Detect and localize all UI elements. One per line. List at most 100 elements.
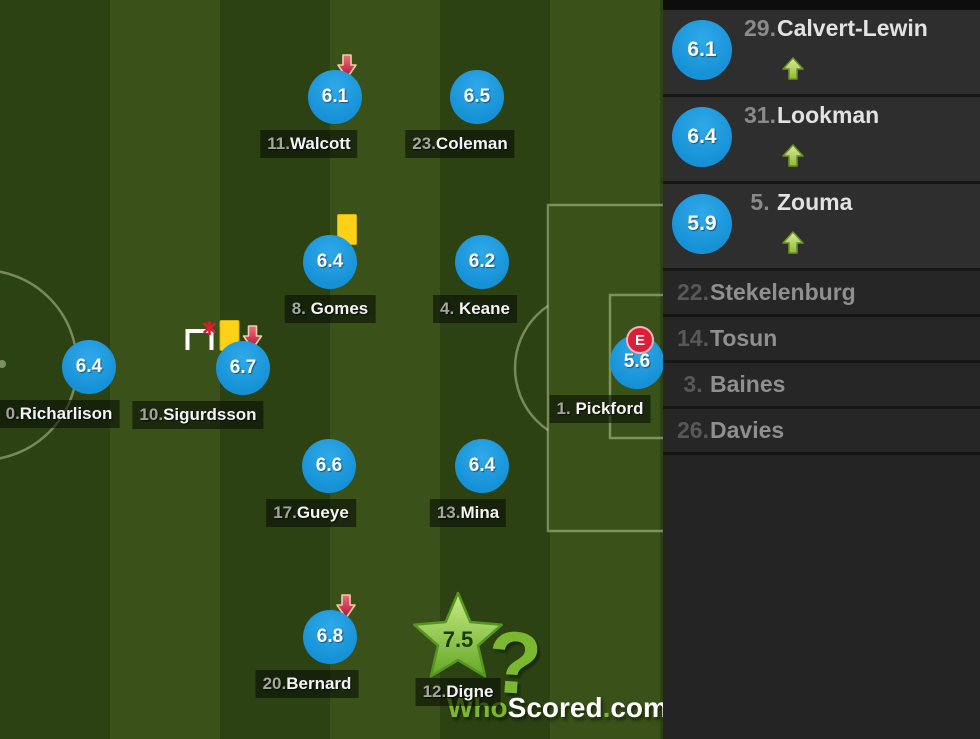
player-label: 12.Digne [415,678,501,706]
player-name: Richarlison [19,404,113,423]
rating-badge: 6.1 [308,70,362,124]
player-label: 11.Walcott [260,130,358,158]
unused-sub-row-baines[interactable]: 3. Baines [663,363,980,409]
shirt-number: 17. [273,503,297,522]
shirt-number: 29. [744,15,776,41]
rating-value: 6.1 [687,38,717,61]
player-name: Keane [458,299,510,318]
rating-value: 6.5 [463,86,491,107]
shirt-number: 26. [677,417,709,443]
rating-badge: 6.4 [303,235,357,289]
rating-value: 6.7 [229,357,257,378]
shirt-number: 12. [422,682,447,701]
shirt-number: 5. [750,189,776,215]
rating-value: 6.4 [468,455,496,476]
error-letter: E [634,331,645,349]
player-label: 20.Bernard [255,670,359,698]
player-name: Bernard [286,674,352,693]
unused-sub-row-davies[interactable]: 26. Davies [663,409,980,455]
rating-value: 6.2 [468,251,496,272]
sub-row-zouma[interactable]: 5.9 5. Zouma [663,184,980,271]
shirt-number: 8. [291,299,311,318]
shirt-number: 4. [440,299,459,318]
rating-badge: 5.9 [672,194,732,254]
player-name: Sigurdsson [163,405,257,424]
player-name: Calvert-Lewin [777,15,928,41]
rating-decrease-icon [242,325,263,350]
player-name: Gueye [296,503,349,522]
substitutes-panel: 6.1 29.Calvert-Lewin 6.4 31.Lookman 5.9 … [663,0,980,739]
motm-rating-value: 7.5 [443,627,474,652]
panel-top-strip [663,0,980,10]
shirt-number: 3. [683,371,709,397]
unused-sub-row-stekelenburg[interactable]: 22. Stekelenburg [663,271,980,317]
rating-badge: 6.8 [303,610,357,664]
unused-sub-row-tosun[interactable]: 14. Tosun [663,317,980,363]
player-label: 0.Richarlison [0,400,120,428]
rating-value: 5.9 [687,212,717,235]
rating-value: 6.4 [687,125,717,148]
rating-badge: 6.5 [450,70,504,124]
shirt-number: 14. [677,325,709,351]
player-name: Zouma [777,189,853,215]
player-name: Mina [460,503,500,522]
motm-star-icon: 7.5 [412,591,504,681]
rating-decrease-icon [336,594,356,619]
shirt-number: 20. [262,674,287,693]
rating-value: 6.4 [316,251,344,272]
rating-value: 6.6 [315,455,343,476]
player-name: Davies [710,417,785,443]
error-icon: E [626,326,654,354]
rating-badge: 6.7 [216,341,270,395]
shirt-number: 10. [139,405,164,424]
player-label: 10.Sigurdsson [132,401,264,429]
rating-value: 6.1 [321,86,349,107]
watermark-scored: Scored [507,692,603,723]
pitch: ? WhoScored.com 6.1 11.Walcott 6.5 23.Co… [0,0,663,739]
player-label: 23.Coleman [405,130,515,158]
player-name: Gomes [310,299,369,318]
player-label: 13.Mina [429,499,507,527]
missed-penalty-icon [185,321,216,350]
rating-badge: 6.6 [302,439,356,493]
rating-badge: 6.4 [62,340,116,394]
shirt-number: 0. [5,404,20,423]
sub-row-lookman[interactable]: 6.4 31.Lookman [663,97,980,184]
status-icons [336,53,358,80]
player-label: 29.Calvert-Lewin [740,13,928,43]
shirt-number: 23. [412,134,436,153]
player-name: Walcott [289,134,351,153]
player-name: Pickford [575,399,644,418]
player-label: 1. Pickford [549,395,651,423]
player-name: Tosun [710,325,778,351]
shirt-number: 13. [436,503,461,522]
player-name: Stekelenburg [710,279,856,305]
player-label: 4. Keane [433,295,517,323]
rating-value: 6.8 [316,626,344,647]
rating-decrease-icon [337,54,357,79]
player-name: Digne [446,682,494,701]
watermark-dot: . [602,692,611,723]
rating-badge: 6.4 [672,107,732,167]
rating-badge: 6.4 [455,439,509,493]
status-icons [335,593,357,620]
rating-increase-icon [782,57,804,80]
sub-row-calvert-lewin[interactable]: 6.1 29.Calvert-Lewin [663,10,980,97]
shirt-number: 1. [556,399,576,418]
rating-badge: 6.2 [455,235,509,289]
rating-increase-icon [782,231,804,254]
rating-increase-icon [782,144,804,167]
player-label: 31.Lookman [740,100,879,130]
player-name: Lookman [777,102,880,128]
player-name: Baines [710,371,786,397]
watermark-com: com [610,692,663,723]
player-name: Coleman [435,134,508,153]
player-label: 5. Zouma [740,187,852,217]
shirt-number: 31. [744,102,776,128]
shirt-number: 11. [267,134,290,153]
rating-value: 5.6 [623,351,651,372]
player-label: 17.Gueye [266,499,356,527]
player-label: 8. Gomes [284,295,376,323]
shirt-number: 22. [677,279,709,305]
rating-badge: 6.1 [672,20,732,80]
